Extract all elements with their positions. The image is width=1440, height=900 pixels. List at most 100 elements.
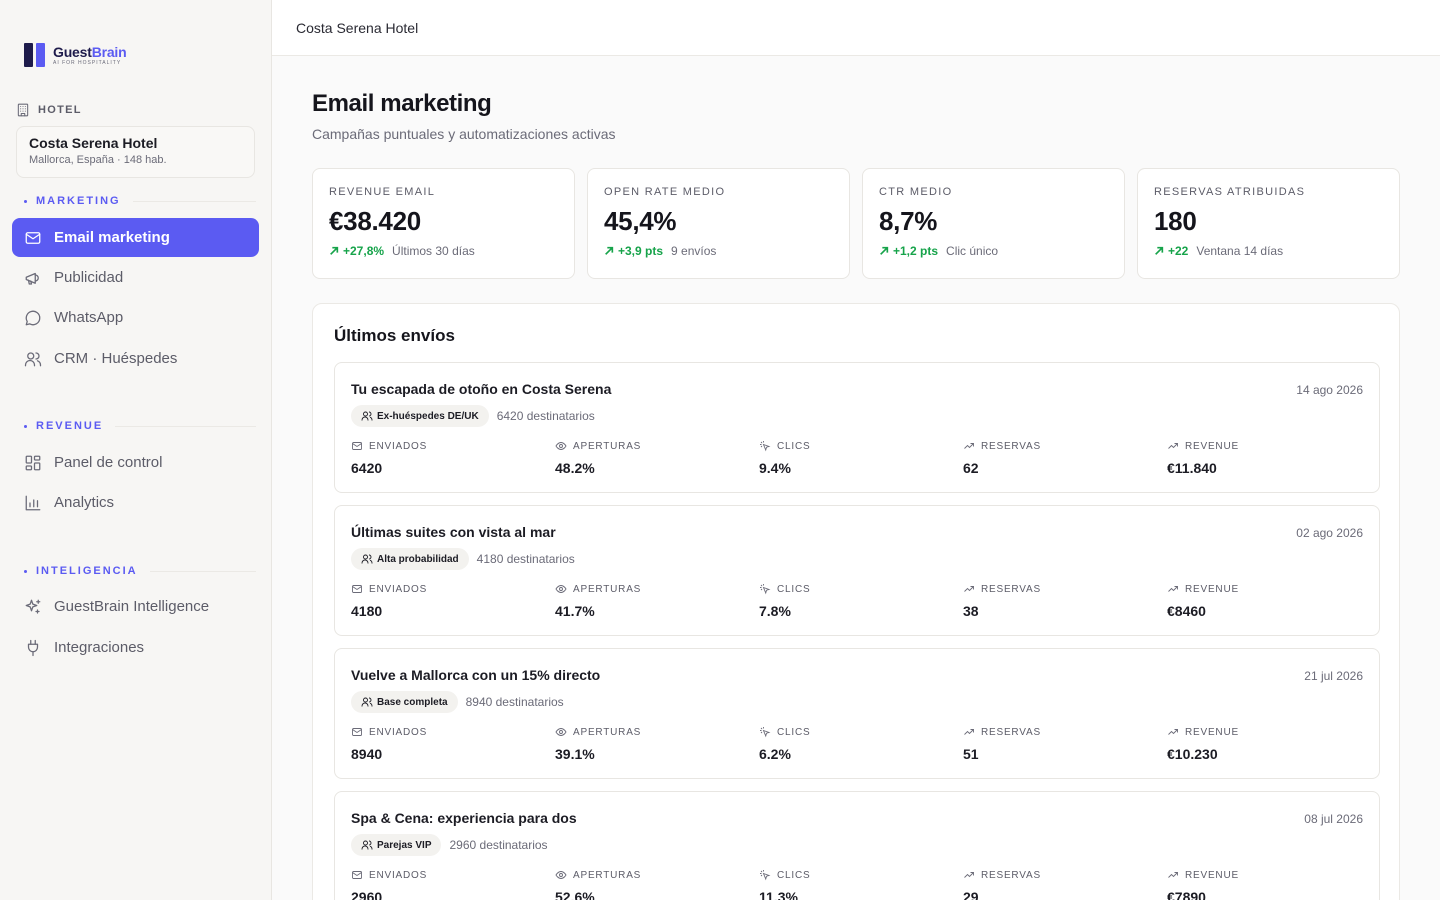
hotel-selector[interactable]: Costa Serena Hotel Mallorca, España · 14…: [16, 126, 255, 178]
trend-up-icon: [964, 586, 974, 592]
hotel-name: Costa Serena Hotel: [29, 135, 158, 151]
kpi-delta: +22: [1154, 244, 1188, 258]
campaign-metrics: ENVIADOS 6420 APERTURAS 48.2% CLICS 9.4%…: [351, 440, 1371, 477]
page-subtitle: Campañas puntuales y automatizaciones ac…: [312, 126, 616, 142]
section-label-inteligencia: INTELIGENCIA: [24, 565, 256, 577]
metric-opens: APERTURAS 41.7%: [555, 583, 642, 620]
kpi-value: 45,4%: [604, 206, 677, 236]
trend-up-icon: [1168, 586, 1178, 592]
kpi-value: 180: [1154, 206, 1197, 236]
kpi-note: 9 envíos: [671, 244, 717, 258]
kpi-note: Últimos 30 días: [392, 244, 475, 258]
hotel-section-label: HOTEL: [16, 103, 82, 117]
nav-whatsapp[interactable]: WhatsApp: [12, 298, 259, 337]
trend-up-icon: [964, 729, 974, 735]
kpi-label: RESERVAS ATRIBUIDAS: [1154, 186, 1306, 198]
kpi-note: Clic único: [946, 244, 999, 258]
metric-sent: ENVIADOS 2960: [351, 869, 428, 900]
eye-icon: [555, 585, 567, 593]
campaign-card[interactable]: Spa & Cena: experiencia para dos 08 jul …: [334, 791, 1380, 900]
campaign-date: 21 jul 2026: [1304, 669, 1363, 683]
mail-icon: [352, 442, 362, 450]
metric-clicks: CLICS 6.2%: [759, 726, 811, 763]
chat-icon: [24, 309, 42, 327]
nav-publicidad[interactable]: Publicidad: [12, 258, 259, 297]
metric-bookings: RESERVAS 62: [963, 440, 1041, 477]
bar-chart-icon: [24, 494, 42, 512]
metric-bookings: RESERVAS 51: [963, 726, 1041, 763]
kpi-value: €38.420: [329, 206, 421, 236]
dashboard-icon: [24, 454, 42, 472]
campaign-date: 02 ago 2026: [1296, 526, 1363, 540]
kpi-note: Ventana 14 días: [1196, 244, 1284, 258]
users-icon: [361, 840, 373, 850]
kpi-delta: +27,8%: [329, 244, 384, 258]
pointer-click-icon: [760, 441, 771, 452]
pointer-click-icon: [760, 870, 771, 881]
campaign-date: 08 jul 2026: [1304, 812, 1363, 826]
campaign-metrics: ENVIADOS 4180 APERTURAS 41.7% CLICS 7.8%…: [351, 583, 1371, 620]
trend-up-icon: [964, 872, 974, 878]
metric-clicks: CLICS 11.3%: [759, 869, 811, 900]
metric-bookings: RESERVAS 29: [963, 869, 1041, 900]
hotel-subtitle: Mallorca, España · 148 hab.: [29, 154, 167, 166]
eye-icon: [555, 728, 567, 736]
trend-up-icon: [964, 443, 974, 449]
recipients-count: 4180 destinatarios: [476, 552, 575, 566]
nav-guestbrain-intelligence[interactable]: GuestBrain Intelligence: [12, 587, 259, 626]
arrow-up-right-icon: [1155, 246, 1164, 255]
plug-icon: [24, 639, 42, 657]
metric-revenue: REVENUE €11.840: [1167, 440, 1239, 477]
campaign-card[interactable]: Vuelve a Mallorca con un 15% directo 21 …: [334, 648, 1380, 779]
campaign-title: Vuelve a Mallorca con un 15% directo: [351, 667, 601, 683]
mail-icon: [352, 871, 362, 879]
kpi-label: REVENUE EMAIL: [329, 186, 436, 198]
segment-badge: Base completa: [351, 691, 458, 713]
trend-up-icon: [1168, 729, 1178, 735]
metric-clicks: CLICS 9.4%: [759, 440, 811, 477]
arrow-up-right-icon: [605, 246, 614, 255]
sparkles-icon: [24, 598, 42, 616]
segment-badge: Parejas VIP: [351, 834, 442, 856]
campaign-metrics: ENVIADOS 2960 APERTURAS 52.6% CLICS 11.3…: [351, 869, 1371, 900]
kpi-card-ctr: CTR MEDIO 8,7% +1,2 pts Clic único: [862, 168, 1125, 279]
kpi-label: CTR MEDIO: [879, 186, 953, 198]
nav-crm-huespedes[interactable]: CRM · Huéspedes: [12, 339, 259, 378]
metric-revenue: REVENUE €7890: [1167, 869, 1239, 900]
segment-badge: Alta probabilidad: [351, 548, 469, 570]
metric-revenue: REVENUE €10.230: [1167, 726, 1239, 763]
metric-opens: APERTURAS 48.2%: [555, 440, 642, 477]
kpi-card-reservas: RESERVAS ATRIBUIDAS 180 +22 Ventana 14 dí…: [1137, 168, 1400, 279]
kpi-delta: +3,9 pts: [604, 244, 663, 258]
top-header: Costa Serena Hotel: [272, 0, 1440, 56]
kpi-value: 8,7%: [879, 206, 938, 236]
pointer-click-icon: [760, 727, 771, 738]
metric-sent: ENVIADOS 6420: [351, 440, 428, 477]
nav-integraciones[interactable]: Integraciones: [12, 628, 259, 667]
nav-email-marketing[interactable]: Email marketing: [12, 218, 259, 257]
campaign-card[interactable]: Últimas suites con vista al mar 02 ago 2…: [334, 505, 1380, 636]
brand-tagline: AI FOR HOSPITALITY: [53, 59, 122, 66]
metric-opens: APERTURAS 39.1%: [555, 726, 642, 763]
section-label-marketing: MARKETING: [24, 195, 256, 207]
building-icon: [17, 103, 29, 117]
mail-icon: [352, 585, 362, 593]
campaign-card[interactable]: Tu escapada de otoño en Costa Serena 14 …: [334, 362, 1380, 493]
recent-sends-title: Últimos envíos: [334, 326, 455, 345]
trend-up-icon: [1168, 443, 1178, 449]
page-title: Email marketing: [312, 90, 492, 117]
metric-sent: ENVIADOS 4180: [351, 583, 428, 620]
sidebar: GuestBrain AI FOR HOSPITALITY HOTEL Cost…: [0, 0, 272, 900]
nav-panel-de-control[interactable]: Panel de control: [12, 443, 259, 482]
kpi-card-revenue-email: REVENUE EMAIL €38.420 +27,8% Últimos 30 d…: [312, 168, 575, 279]
guestbrain-logo[interactable]: GuestBrain AI FOR HOSPITALITY: [24, 43, 127, 67]
trend-up-icon: [1168, 872, 1178, 878]
kpi-card-open-rate: OPEN RATE MEDIO 45,4% +3,9 pts 9 envíos: [587, 168, 850, 279]
metric-clicks: CLICS 7.8%: [759, 583, 811, 620]
metric-sent: ENVIADOS 8940: [351, 726, 428, 763]
users-icon: [361, 697, 373, 707]
metric-opens: APERTURAS 52.6%: [555, 869, 642, 900]
campaign-date: 14 ago 2026: [1296, 383, 1363, 397]
campaign-title: Tu escapada de otoño en Costa Serena: [351, 381, 612, 397]
nav-analytics[interactable]: Analytics: [12, 483, 259, 522]
